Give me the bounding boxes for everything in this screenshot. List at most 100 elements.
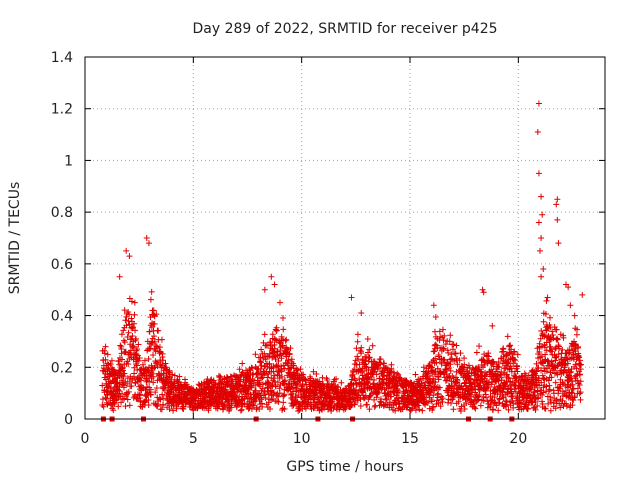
- data-point: [293, 367, 300, 374]
- data-point: [357, 403, 364, 410]
- data-point: [498, 374, 505, 381]
- data-point: [573, 372, 580, 379]
- data-point: [562, 387, 569, 394]
- data-point: [573, 365, 580, 372]
- data-point: [279, 343, 286, 350]
- data-point: [465, 370, 472, 377]
- data-point: [146, 328, 153, 335]
- data-point: [451, 350, 458, 357]
- data-point: [262, 394, 269, 401]
- data-point: [454, 378, 461, 385]
- y-tick-label: 0.2: [51, 360, 73, 376]
- data-point: [555, 345, 562, 352]
- data-point: [507, 342, 514, 349]
- data-point: [461, 405, 468, 412]
- data-point: [564, 360, 571, 367]
- data-point: [523, 405, 530, 412]
- data-point: [555, 351, 562, 358]
- data-point: [395, 389, 402, 396]
- data-point: [125, 329, 132, 336]
- data-point: [224, 374, 231, 381]
- data-point: [432, 379, 439, 386]
- data-point: [279, 373, 286, 380]
- data-point: [240, 371, 247, 378]
- data-point: [552, 357, 559, 364]
- data-point: [426, 405, 433, 412]
- data-point: [178, 394, 185, 401]
- data-point: [503, 403, 510, 410]
- data-point: [461, 355, 468, 362]
- data-point: [313, 370, 320, 377]
- data-point: [514, 351, 521, 358]
- data-point: [129, 333, 136, 340]
- data-point: [365, 380, 372, 387]
- data-point: [131, 320, 138, 327]
- data-point: [102, 343, 109, 350]
- data-point: [540, 389, 547, 396]
- data-point: [532, 406, 539, 413]
- y-tick-label: 1.2: [51, 102, 73, 118]
- data-point: [457, 350, 464, 357]
- data-point: [556, 385, 563, 392]
- data-point: [427, 372, 434, 379]
- data-point: [487, 401, 494, 408]
- data-point: [557, 404, 564, 411]
- data-point: [461, 361, 468, 368]
- data-point: [430, 403, 437, 410]
- data-point: [168, 376, 175, 383]
- data-point: [138, 384, 145, 391]
- data-point: [465, 362, 472, 369]
- data-point: [546, 382, 553, 389]
- data-point: [508, 365, 515, 372]
- data-point: [512, 357, 519, 364]
- data-point: [429, 369, 436, 376]
- data-point: [251, 377, 258, 384]
- data-point: [126, 311, 133, 318]
- data-point: [377, 361, 384, 368]
- data-point: [539, 211, 546, 218]
- data-point: [124, 396, 131, 403]
- data-point: [554, 196, 561, 203]
- data-point: [141, 357, 148, 364]
- x-tick-label: 10: [293, 431, 311, 447]
- data-point: [480, 397, 487, 404]
- data-point: [453, 342, 460, 349]
- y-tick-label: 0: [64, 412, 73, 428]
- data-point: [364, 401, 371, 408]
- data-point: [248, 384, 255, 391]
- data-point: [261, 286, 268, 293]
- data-point: [576, 354, 583, 361]
- data-point: [145, 240, 152, 247]
- data-point: [412, 371, 419, 378]
- data-point: [452, 350, 459, 357]
- data-point: [122, 403, 129, 410]
- data-point: [425, 368, 432, 375]
- data-point: [569, 390, 576, 397]
- data-point: [216, 374, 223, 381]
- data-point: [353, 361, 360, 368]
- data-point: [162, 360, 169, 367]
- data-point: [231, 385, 238, 392]
- data-point: [476, 343, 483, 350]
- data-point: [328, 407, 335, 414]
- data-point: [459, 386, 466, 393]
- data-point: [157, 396, 164, 403]
- data-point: [446, 338, 453, 345]
- data-point: [563, 355, 570, 362]
- data-point: [270, 375, 277, 382]
- data-point: [131, 311, 138, 318]
- data-point: [457, 408, 464, 415]
- data-point: [278, 355, 285, 362]
- axis-ticks: 0 5 10 15 20 0 0.2 0.4 0.6 0.8 1 1.2 1.4: [51, 50, 605, 447]
- data-point: [269, 331, 276, 338]
- data-point: [395, 371, 402, 378]
- data-point: [99, 382, 106, 389]
- data-point: [545, 388, 552, 395]
- y-tick-label: 0.6: [51, 257, 73, 273]
- data-point: [555, 240, 562, 247]
- data-point: [430, 348, 437, 355]
- y-tick-label: 1.4: [51, 50, 73, 66]
- data-point: [217, 373, 224, 380]
- data-point: [214, 389, 221, 396]
- data-point: [538, 360, 545, 367]
